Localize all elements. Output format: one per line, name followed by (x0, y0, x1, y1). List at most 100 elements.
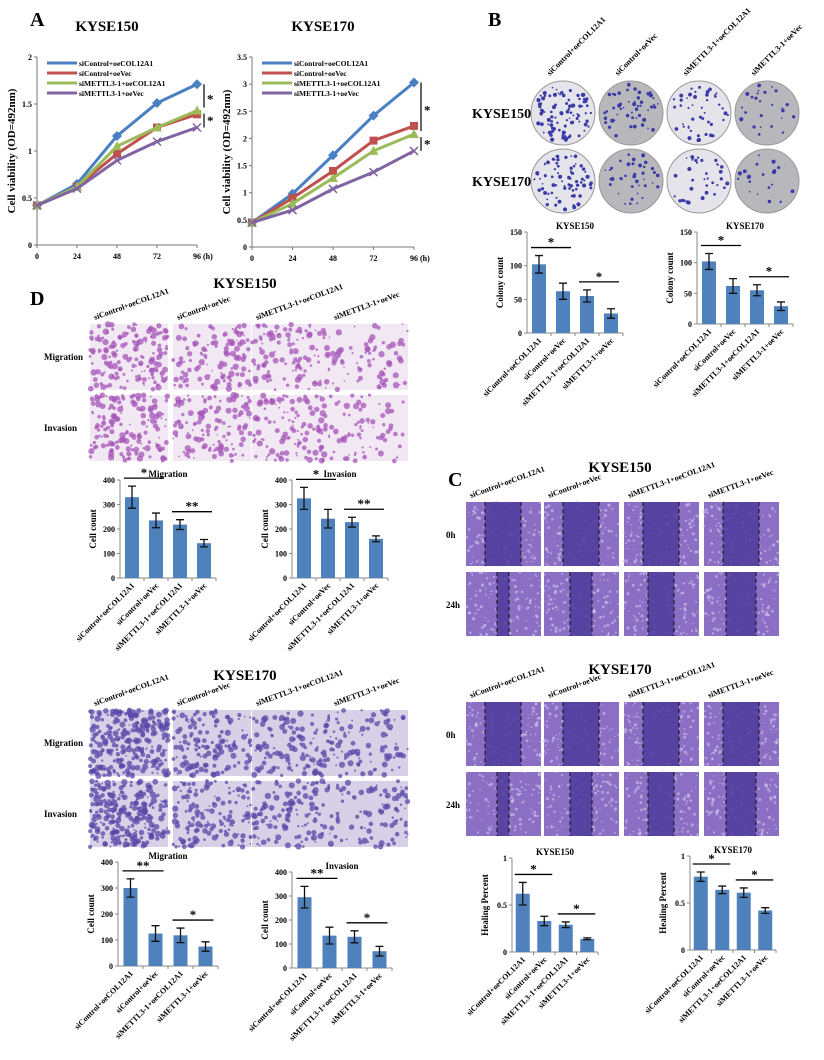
cell (474, 761, 476, 763)
cell (477, 809, 479, 812)
colony (574, 179, 579, 184)
stained-cell (354, 453, 357, 456)
colony (607, 92, 612, 97)
stained-cell (110, 341, 117, 348)
stained-cell (237, 712, 242, 718)
cell (524, 519, 527, 523)
stained-cell (124, 739, 129, 744)
stained-cell (287, 338, 291, 342)
stained-cell (99, 392, 106, 399)
stained-cell (103, 809, 108, 814)
stained-cell (180, 781, 183, 784)
stained-cell (147, 813, 151, 817)
stained-cell (140, 420, 146, 426)
stained-cell (101, 836, 105, 839)
error-bar (372, 535, 380, 543)
cell (771, 731, 774, 734)
colony (575, 183, 580, 187)
stained-cell (268, 727, 273, 732)
stained-cell (245, 410, 252, 417)
cell (488, 801, 490, 804)
stained-cell (285, 813, 291, 819)
cell (612, 556, 615, 559)
row-label: Migration (44, 352, 83, 362)
stained-cell (142, 377, 147, 382)
colony (569, 135, 572, 138)
stained-cell (141, 840, 145, 845)
stained-cell (295, 843, 302, 850)
colony (673, 173, 678, 178)
y-tick-label: 400 (103, 476, 115, 485)
cell (769, 720, 773, 724)
stained-cell (130, 369, 134, 372)
colony (673, 105, 677, 109)
cell (640, 808, 643, 812)
stained-cell (260, 839, 267, 846)
wound-gap (723, 502, 759, 566)
stained-cell (186, 747, 190, 751)
stained-cell (100, 372, 105, 377)
stained-cell (227, 828, 231, 831)
legend-entry: siControl+oeCOL12A1 (294, 59, 368, 68)
cell (478, 571, 482, 574)
colony (558, 174, 563, 179)
stained-cell (386, 344, 392, 350)
colony (556, 164, 560, 168)
cell (598, 734, 602, 737)
stained-cell (336, 438, 342, 444)
stained-cell (404, 830, 408, 835)
stained-cell (319, 778, 326, 785)
cell (531, 812, 533, 815)
colony (719, 177, 723, 181)
colony (572, 205, 577, 210)
cell (530, 793, 533, 796)
stained-cell (149, 395, 152, 398)
stained-cell (96, 425, 99, 428)
cell (485, 576, 488, 579)
colony (744, 111, 747, 114)
y-axis-label: Cell count (86, 894, 96, 933)
cell (514, 598, 518, 602)
cell (481, 534, 484, 537)
stained-cell (246, 796, 250, 800)
cell (763, 712, 766, 716)
stained-cell (146, 817, 153, 824)
stained-cell (397, 341, 402, 347)
cell (566, 619, 569, 622)
cell (535, 784, 538, 787)
cell (684, 610, 686, 613)
stained-cell (224, 780, 229, 785)
error-bar (324, 508, 332, 529)
stained-cell (126, 451, 132, 457)
stained-cell (129, 394, 134, 399)
cell (776, 757, 779, 760)
y-tick-label: 100 (275, 550, 287, 559)
colony-plate-image (598, 80, 664, 146)
stained-cell (278, 455, 282, 460)
stained-cell (244, 813, 251, 820)
stained-cell (182, 739, 188, 745)
stained-cell (122, 457, 128, 463)
stained-cell (159, 835, 162, 838)
stained-cell (156, 744, 163, 750)
stained-cell (359, 810, 362, 814)
colony (608, 168, 611, 171)
cell (610, 728, 613, 730)
cell (721, 774, 724, 776)
cell (521, 801, 524, 804)
cell (625, 821, 628, 824)
stained-cell (360, 402, 367, 409)
stained-cell (323, 423, 328, 428)
colony (580, 105, 584, 108)
stained-cell (378, 403, 381, 406)
stained-cell (297, 710, 304, 717)
cell (481, 585, 483, 587)
stained-cell (320, 831, 325, 836)
stained-cell (245, 790, 250, 795)
colony (687, 166, 692, 172)
stained-cell (164, 425, 167, 428)
cell (528, 601, 532, 605)
cell (757, 787, 760, 790)
colony (546, 117, 551, 122)
stained-cell (108, 792, 115, 799)
